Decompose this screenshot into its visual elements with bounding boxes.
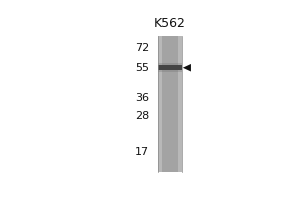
Text: 72: 72 [135,43,149,53]
Text: 36: 36 [135,93,149,103]
Text: 17: 17 [135,147,149,157]
Text: K562: K562 [154,17,186,30]
FancyBboxPatch shape [158,63,182,72]
FancyBboxPatch shape [158,36,182,172]
Text: 28: 28 [135,111,149,121]
FancyBboxPatch shape [162,36,178,172]
Polygon shape [183,64,191,72]
Text: 55: 55 [135,63,149,73]
FancyBboxPatch shape [158,65,182,70]
